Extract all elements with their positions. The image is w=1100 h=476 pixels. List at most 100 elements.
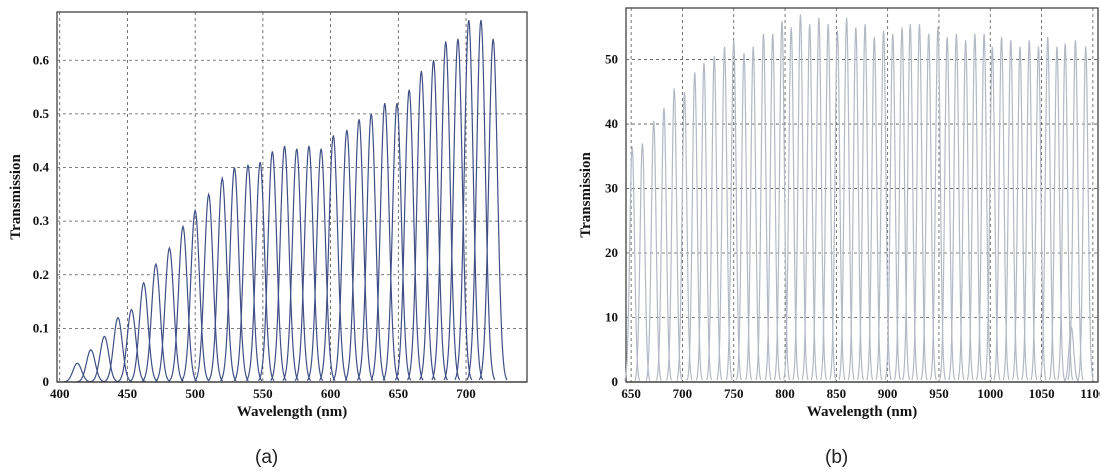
x-tick-label: 500 <box>185 386 205 401</box>
transmission-peak <box>902 24 919 381</box>
transmission-peak <box>194 192 224 382</box>
transmission-peak <box>773 20 791 380</box>
transmission-peak <box>884 33 901 381</box>
y-axis-label: Transmission <box>578 152 594 238</box>
x-tick-label: 450 <box>118 386 138 401</box>
transmission-peak <box>443 38 473 381</box>
transmission-peak <box>801 24 818 381</box>
transmission-peak <box>454 19 484 381</box>
transmission-peak <box>993 36 1010 381</box>
transmission-peak <box>103 316 133 383</box>
x-axis-label: Wavelength (nm) <box>807 404 917 420</box>
transmission-peak <box>929 27 947 381</box>
x-tick-label: 1050 <box>1029 386 1055 401</box>
transmission-peak <box>220 167 249 382</box>
transmission-peak <box>478 38 508 381</box>
transmission-peak <box>233 164 263 382</box>
y-tick-label: 0.2 <box>33 267 49 282</box>
transmission-peak <box>117 308 146 383</box>
x-tick-label: 850 <box>827 386 847 401</box>
transmission-peak <box>764 33 781 381</box>
x-tick-label: 800 <box>775 386 795 401</box>
transmission-peak <box>207 175 237 382</box>
y-tick-label: 40 <box>605 116 618 131</box>
transmission-peak <box>180 208 210 382</box>
transmission-peak <box>939 36 956 381</box>
transmission-peak <box>245 161 275 382</box>
transmission-peak <box>382 103 412 381</box>
transmission-peak <box>686 72 703 381</box>
x-tick-label: 700 <box>673 386 693 401</box>
chart-a-svg: 400 450 500 550 600 650 700 0 0.1 0.2 0.3 0.4 0.5 0.6… <box>8 11 528 420</box>
transmission-peak <box>634 143 651 381</box>
transmission-peak <box>344 119 374 381</box>
transmission-peak <box>90 335 119 383</box>
y-tick-label: 0.1 <box>33 320 49 335</box>
y-tick-label: 20 <box>605 245 618 260</box>
transmission-peak <box>838 17 855 380</box>
transmission-peak <box>406 70 436 381</box>
transmission-peak <box>810 17 828 380</box>
x-tick-label: 650 <box>389 386 409 401</box>
transmission-peak <box>370 103 400 381</box>
transmission-peak <box>984 46 1001 381</box>
x-axis-label: Wavelength (nm) <box>237 404 347 420</box>
y-tick-label: 0.5 <box>33 106 50 121</box>
y-tick-label: 0.6 <box>33 52 50 67</box>
transmission-peak <box>893 27 911 381</box>
transmission-peak <box>755 33 772 381</box>
y-tick-label: 0 <box>612 374 619 389</box>
transmission-peak <box>792 14 809 380</box>
transmission-peak <box>356 113 386 381</box>
y-tick-label: 0.4 <box>33 160 50 175</box>
y-tick-label: 10 <box>605 310 618 325</box>
transmission-peak <box>258 151 287 381</box>
transmission-peak <box>735 53 753 381</box>
x-tick-label: 700 <box>456 386 476 401</box>
transmission-peak <box>155 246 184 382</box>
transmission-peak <box>820 24 837 381</box>
x-tick-label: 400 <box>50 386 70 401</box>
transmission-peak <box>318 135 348 381</box>
transmission-peak <box>1011 46 1029 381</box>
x-tick-label: 600 <box>321 386 341 401</box>
y-tick-label: 30 <box>605 181 618 196</box>
transmission-peak <box>419 60 448 381</box>
transmission-peak <box>1021 40 1038 381</box>
transmission-peak <box>270 145 299 381</box>
transmission-peak <box>168 224 198 382</box>
y-tick-label: 50 <box>605 52 618 67</box>
x-tick-label: 1000 <box>977 386 1003 401</box>
transmission-peak <box>911 24 928 381</box>
chart-panel-a: 400 450 500 550 600 650 700 0 0.1 0.2 0.3 0.4 0.5 0.6… <box>0 0 545 476</box>
x-tick-label: 650 <box>621 386 641 401</box>
transmission-peak <box>394 89 424 381</box>
transmission-peak <box>294 145 324 381</box>
y-axis-label: Transmission <box>8 154 24 240</box>
transmission-peak <box>1039 36 1056 381</box>
transmission-peak <box>866 36 883 381</box>
transmission-peak <box>1048 46 1066 381</box>
transmission-peak <box>332 129 362 381</box>
y-tick-label: 0 <box>43 374 50 389</box>
transmission-peak <box>875 30 892 381</box>
transmission-series <box>624 14 1094 383</box>
transmission-peak <box>829 30 846 381</box>
transmission-peak <box>63 362 92 383</box>
transmission-series <box>63 19 508 383</box>
transmission-peak <box>783 27 800 381</box>
transmission-peak <box>957 40 974 381</box>
transmission-peak <box>1030 46 1047 381</box>
transmission-peak <box>431 41 461 381</box>
transmission-peak <box>948 33 965 381</box>
transmission-peak <box>856 24 874 381</box>
x-tick-label: 550 <box>253 386 273 401</box>
transmission-peak <box>306 148 336 381</box>
transmission-peak <box>466 19 496 381</box>
transmission-peak <box>716 46 733 381</box>
transmission-peak <box>847 27 864 381</box>
transmission-peak <box>282 148 312 381</box>
